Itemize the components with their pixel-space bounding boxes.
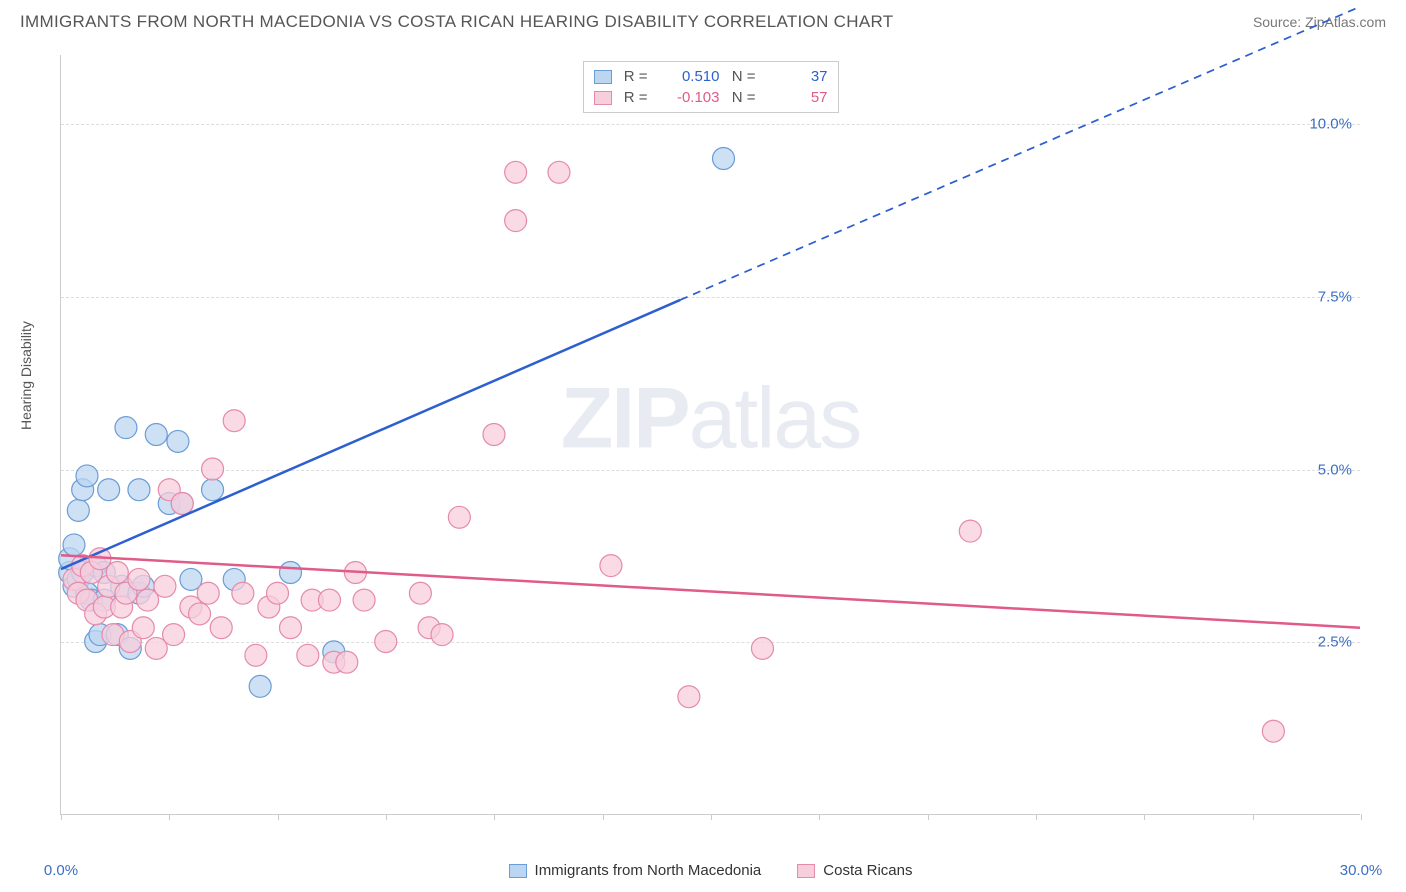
r-value-series-2: -0.103 [656,89,720,106]
x-tick [494,814,495,820]
n-label: N = [728,89,756,106]
data-point-series-2 [448,506,470,528]
x-tick [169,814,170,820]
data-point-series-2 [336,651,358,673]
data-point-series-2 [202,458,224,480]
n-label: N = [728,68,756,85]
regression-line-dashed-series-1 [680,7,1360,300]
legend-label-series-2: Costa Ricans [823,862,912,879]
data-point-series-2 [279,617,301,639]
data-point-series-2 [267,582,289,604]
regression-line-series-2 [61,555,1360,627]
x-tick [603,814,604,820]
x-tick [1253,814,1254,820]
data-point-series-2 [678,686,700,708]
data-point-series-2 [128,568,150,590]
data-point-series-1 [63,534,85,556]
data-point-series-2 [505,210,527,232]
data-point-series-1 [76,465,98,487]
data-point-series-1 [98,479,120,501]
data-point-series-1 [115,417,137,439]
x-tick [278,814,279,820]
data-point-series-2 [431,624,453,646]
correlation-stats-box: R = 0.510 N = 37 R = -0.103 N = 57 [583,61,839,113]
x-tick [386,814,387,820]
data-point-series-2 [132,617,154,639]
data-point-series-1 [202,479,224,501]
data-point-series-2 [245,644,267,666]
data-point-series-2 [189,603,211,625]
data-point-series-2 [297,644,319,666]
source-label: Source: [1253,14,1305,30]
y-axis-label: Hearing Disability [18,321,34,430]
r-value-series-1: 0.510 [656,68,720,85]
x-tick [1144,814,1145,820]
x-tick [711,814,712,820]
y-tick-label: 10.0% [1309,116,1352,133]
x-tick [928,814,929,820]
data-point-series-1 [67,499,89,521]
data-point-series-1 [128,479,150,501]
data-point-series-2 [600,555,622,577]
data-point-series-2 [223,410,245,432]
data-point-series-2 [106,562,128,584]
data-point-series-2 [197,582,219,604]
legend-item-series-1: Immigrants from North Macedonia [509,862,762,879]
x-tick [1036,814,1037,820]
data-point-series-2 [375,631,397,653]
n-value-series-2: 57 [764,89,828,106]
legend-swatch-series-2 [797,864,815,878]
legend-item-series-2: Costa Ricans [797,862,912,879]
x-tick [61,814,62,820]
data-point-series-2 [318,589,340,611]
data-point-series-2 [1262,720,1284,742]
legend-swatch-series-2 [594,91,612,105]
scatter-chart: ZIPatlas R = 0.510 N = 37 R = -0.103 N =… [60,55,1360,815]
legend-swatch-series-1 [509,864,527,878]
data-point-series-2 [409,582,431,604]
y-tick-label: 5.0% [1318,461,1352,478]
bottom-legend: Immigrants from North Macedonia Costa Ri… [509,862,913,879]
r-label: R = [620,68,648,85]
n-value-series-1: 37 [764,68,828,85]
data-point-series-2 [232,582,254,604]
stats-row-series-1: R = 0.510 N = 37 [594,66,828,87]
data-point-series-2 [505,161,527,183]
source-attribution: Source: ZipAtlas.com [1253,14,1386,30]
data-point-series-2 [163,624,185,646]
data-point-series-1 [167,430,189,452]
page-title: IMMIGRANTS FROM NORTH MACEDONIA VS COSTA… [20,12,893,32]
data-point-series-2 [154,575,176,597]
data-point-series-2 [751,637,773,659]
data-point-series-1 [279,562,301,584]
legend-label-series-1: Immigrants from North Macedonia [535,862,762,879]
data-point-series-2 [210,617,232,639]
legend-swatch-series-1 [594,70,612,84]
stats-row-series-2: R = -0.103 N = 57 [594,87,828,108]
r-label: R = [620,89,648,106]
data-point-series-2 [959,520,981,542]
data-point-series-2 [171,493,193,515]
data-point-series-1 [249,675,271,697]
x-tick-label: 30.0% [1340,862,1383,879]
data-point-series-1 [145,424,167,446]
data-point-series-2 [548,161,570,183]
y-tick-label: 7.5% [1318,288,1352,305]
source-value: ZipAtlas.com [1305,14,1386,30]
x-tick-label: 0.0% [44,862,78,879]
y-tick-label: 2.5% [1318,634,1352,651]
x-tick [1361,814,1362,820]
data-point-series-2 [353,589,375,611]
data-point-series-1 [712,148,734,170]
plot-svg [61,55,1360,814]
data-point-series-2 [483,424,505,446]
x-tick [819,814,820,820]
